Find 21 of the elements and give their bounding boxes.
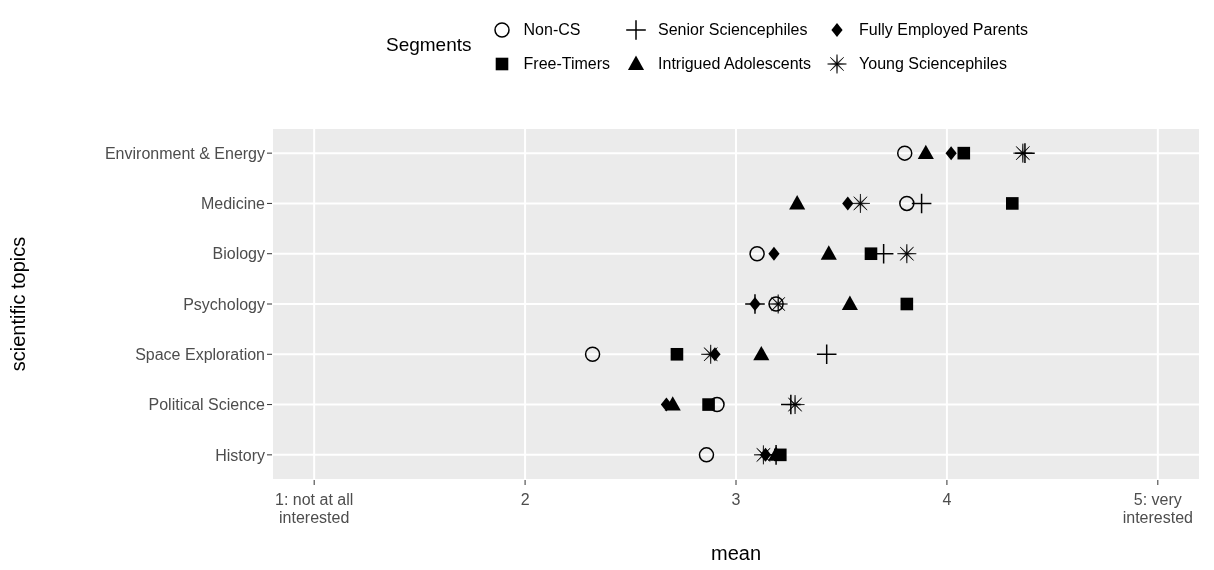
y-tick-label: Psychology <box>183 295 265 313</box>
x-tick-label: 2 <box>520 491 530 509</box>
legend-label: Intrigued Adolescents <box>658 55 812 73</box>
y-tick-label: Medicine <box>200 195 266 213</box>
y-tick-label: History <box>215 446 265 464</box>
y-axis-title: scientific topics <box>7 236 30 372</box>
legend-label: Young Sciencephiles <box>859 55 1008 73</box>
y-tick-label: Space Exploration <box>135 345 265 363</box>
legend-label: Free-Timers <box>523 55 611 73</box>
x-axis-title: mean <box>710 542 762 564</box>
legend-label: Fully Employed Parents <box>859 21 1029 39</box>
x-tick-label: 5: very interested <box>1122 491 1193 526</box>
y-tick-label: Biology <box>212 245 265 263</box>
x-tick-label: 4 <box>942 491 952 509</box>
legend-label: Senior Sciencephiles <box>658 21 808 39</box>
x-tick-label: 3 <box>731 491 741 509</box>
legend-label: Non-CS <box>523 21 581 39</box>
x-tick-label: 1: not at all interested <box>275 491 354 526</box>
y-tick-label: Political Science <box>148 396 266 414</box>
y-tick-label: Environment & Energy <box>104 144 265 162</box>
legend-title: Segments <box>385 34 472 56</box>
